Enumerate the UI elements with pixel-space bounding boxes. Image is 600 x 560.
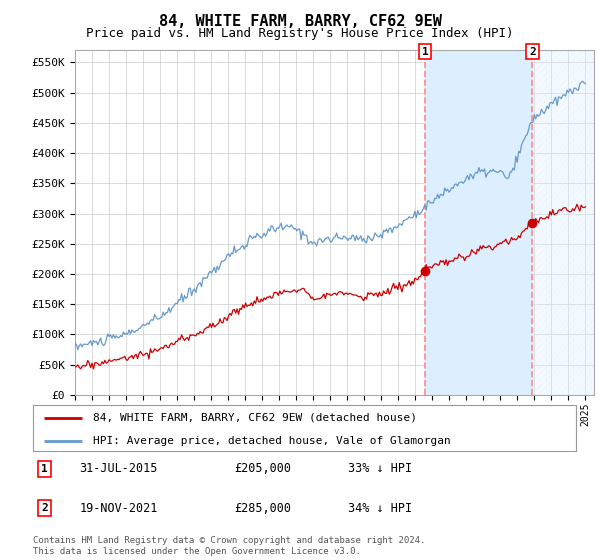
- Text: £285,000: £285,000: [234, 502, 291, 515]
- Text: Price paid vs. HM Land Registry's House Price Index (HPI): Price paid vs. HM Land Registry's House …: [86, 27, 514, 40]
- Text: 19-NOV-2021: 19-NOV-2021: [79, 502, 158, 515]
- Text: 1: 1: [41, 464, 48, 474]
- Text: 2: 2: [529, 46, 536, 57]
- Bar: [532, 50, 594, 395]
- Text: 84, WHITE FARM, BARRY, CF62 9EW: 84, WHITE FARM, BARRY, CF62 9EW: [158, 14, 442, 29]
- Text: 31-JUL-2015: 31-JUL-2015: [79, 463, 158, 475]
- Text: 1: 1: [422, 46, 428, 57]
- Text: Contains HM Land Registry data © Crown copyright and database right 2024.
This d: Contains HM Land Registry data © Crown c…: [33, 536, 425, 556]
- Text: HPI: Average price, detached house, Vale of Glamorgan: HPI: Average price, detached house, Vale…: [93, 436, 451, 446]
- Text: 34% ↓ HPI: 34% ↓ HPI: [348, 502, 412, 515]
- Text: 84, WHITE FARM, BARRY, CF62 9EW (detached house): 84, WHITE FARM, BARRY, CF62 9EW (detache…: [93, 413, 417, 423]
- Bar: [425, 50, 532, 395]
- Text: 33% ↓ HPI: 33% ↓ HPI: [348, 463, 412, 475]
- Text: 2: 2: [41, 503, 48, 513]
- Text: £205,000: £205,000: [234, 463, 291, 475]
